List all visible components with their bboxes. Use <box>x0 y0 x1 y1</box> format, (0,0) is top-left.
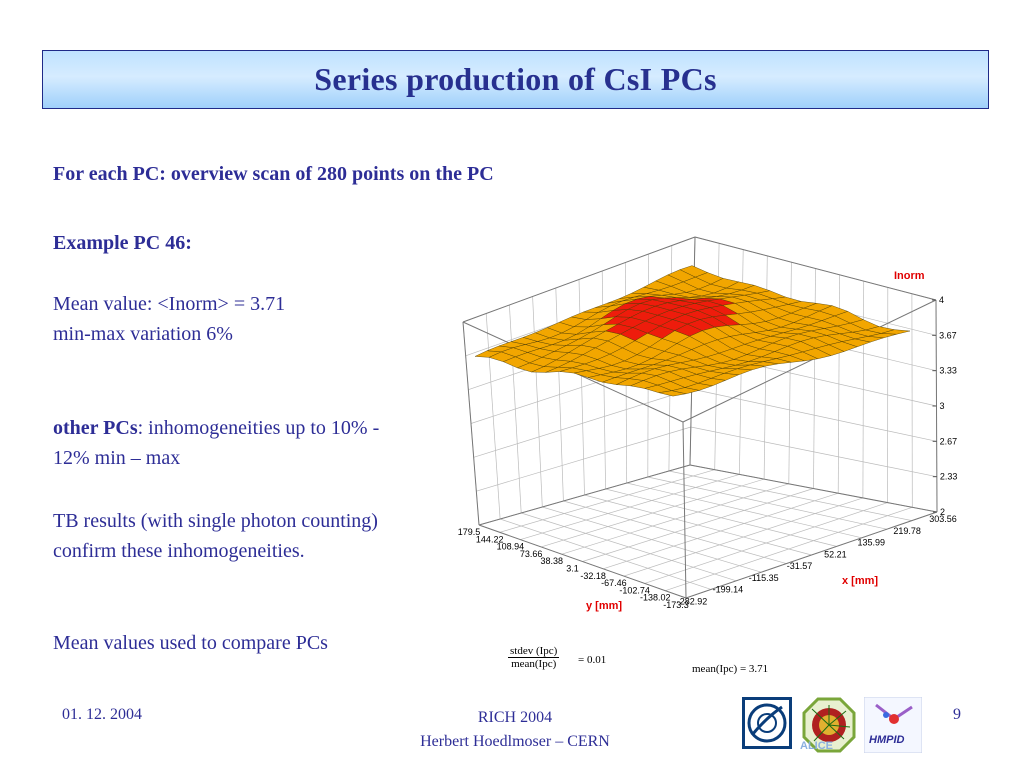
footer-date: 01. 12. 2004 <box>62 706 142 723</box>
mean-used: Mean values used to compare PCs <box>53 632 328 654</box>
grid-line <box>644 502 888 584</box>
other-pcs-block: other PCs: inhomogeneities up to 10% - 1… <box>53 413 413 473</box>
page-number: 9 <box>953 706 961 723</box>
alice-logo <box>802 697 856 753</box>
grid-line <box>626 482 862 539</box>
footer-author: Herbert Hoedlmoser – CERN <box>420 733 610 750</box>
y-tick-label: 73.66 <box>520 549 543 559</box>
mean-block: Mean value: <Inorm> = 3.71 min-max varia… <box>53 289 285 349</box>
grid-line <box>623 497 864 577</box>
y-axis-label: y [mm] <box>586 600 622 612</box>
example-label: Example PC 46: <box>53 232 192 254</box>
box-edge <box>462 321 480 526</box>
y-tick-label: 144.22 <box>476 534 504 544</box>
plot-surface <box>474 265 911 397</box>
other-pcs-label: other PCs <box>53 417 138 439</box>
z-tick-label: 3.67 <box>939 330 957 340</box>
box-edge <box>682 421 687 599</box>
grid-line <box>647 476 887 530</box>
slide-title: Series production of CsI PCs <box>314 61 717 97</box>
x-tick-label: 52.21 <box>824 549 847 559</box>
box-edge <box>462 236 696 323</box>
x-tick-label: 135.99 <box>858 538 886 548</box>
x-tick-label: -199.14 <box>713 585 744 595</box>
surface-plot: 4 3.67 3.33 3 2.67 2.33 2 Inorm 303.56 219.78 135.… <box>458 236 958 612</box>
ratio-numerator: stdev (Ipc) <box>508 645 560 658</box>
z-tick-label: 4 <box>939 295 944 305</box>
x-tick-label: -282.92 <box>677 597 708 607</box>
surface-cell <box>881 329 911 335</box>
footer-center: RICH 2004 Herbert Hoedlmoser – CERN <box>380 706 650 754</box>
ratio-formula: stdev (Ipc) mean(Ipc) <box>508 645 560 670</box>
x-tick-label: 219.78 <box>893 526 921 536</box>
y-tick-label: -32.18 <box>580 571 606 581</box>
mean-formula: mean(Ipc) = 3.71 <box>692 663 769 675</box>
heading: For each PC: overview scan of 280 points… <box>53 163 494 185</box>
grid-line <box>473 388 692 458</box>
y-tick-label: -173.3 <box>663 600 689 610</box>
y-tick-label: 108.94 <box>497 542 525 552</box>
grid-line <box>476 426 691 492</box>
z-tick-label: 3.33 <box>939 366 957 376</box>
ratio-value: = 0.01 <box>578 654 607 666</box>
x-tick-label: -115.35 <box>749 573 779 583</box>
box-edge <box>478 464 691 526</box>
box-edge <box>694 236 937 301</box>
z-tick-label: 3 <box>940 401 945 411</box>
z-tick-label: 2.33 <box>940 472 958 482</box>
x-tick-label: 303.56 <box>929 514 957 524</box>
footer-conference: RICH 2004 <box>477 709 553 726</box>
plot-labels: 4 3.67 3.33 3 2.67 2.33 2 Inorm 303.56 219.78 135.… <box>458 270 958 612</box>
hmpid-logo-label: HMPID <box>869 734 905 746</box>
box-edge <box>689 464 938 513</box>
minmax-line: min-max variation 6% <box>53 323 233 345</box>
grid-line <box>668 470 912 521</box>
mean-line: Mean value: <Inorm> = 3.71 <box>53 293 286 315</box>
hmpid-logo <box>864 697 922 753</box>
other-pcs-text: : inhomogeneities up to 10% - 12% min – … <box>53 417 380 469</box>
y-tick-label: -138.02 <box>640 593 671 603</box>
title-bar: Series production of CsI PCs <box>42 50 989 109</box>
x-tick-label: -31.57 <box>787 561 813 571</box>
y-tick-label: 38.38 <box>541 556 564 566</box>
y-tick-label: 179.5 <box>458 527 481 537</box>
y-tick-label: -102.74 <box>619 585 650 595</box>
z-tick-label: 2 <box>940 507 945 517</box>
cern-logo <box>742 697 792 749</box>
grid-line <box>665 506 913 592</box>
y-tick-label: 3.1 <box>566 564 579 574</box>
alice-logo-label: ALICE <box>800 740 833 752</box>
grid-line <box>582 488 814 562</box>
ratio-denominator: mean(Ipc) <box>511 658 557 670</box>
tb-results: TB results (with single photon counting)… <box>53 510 378 562</box>
z-tick-label: 2.67 <box>940 436 958 446</box>
grid-line <box>603 492 839 570</box>
box-edge <box>682 299 937 423</box>
x-axis-label: x [mm] <box>842 575 878 587</box>
z-axis-label: Inorm <box>894 270 925 282</box>
box-edge <box>478 524 687 599</box>
box-edge <box>685 511 938 599</box>
grid-line <box>605 488 837 547</box>
grid-line <box>690 426 937 478</box>
y-tick-label: -67.46 <box>601 578 627 588</box>
